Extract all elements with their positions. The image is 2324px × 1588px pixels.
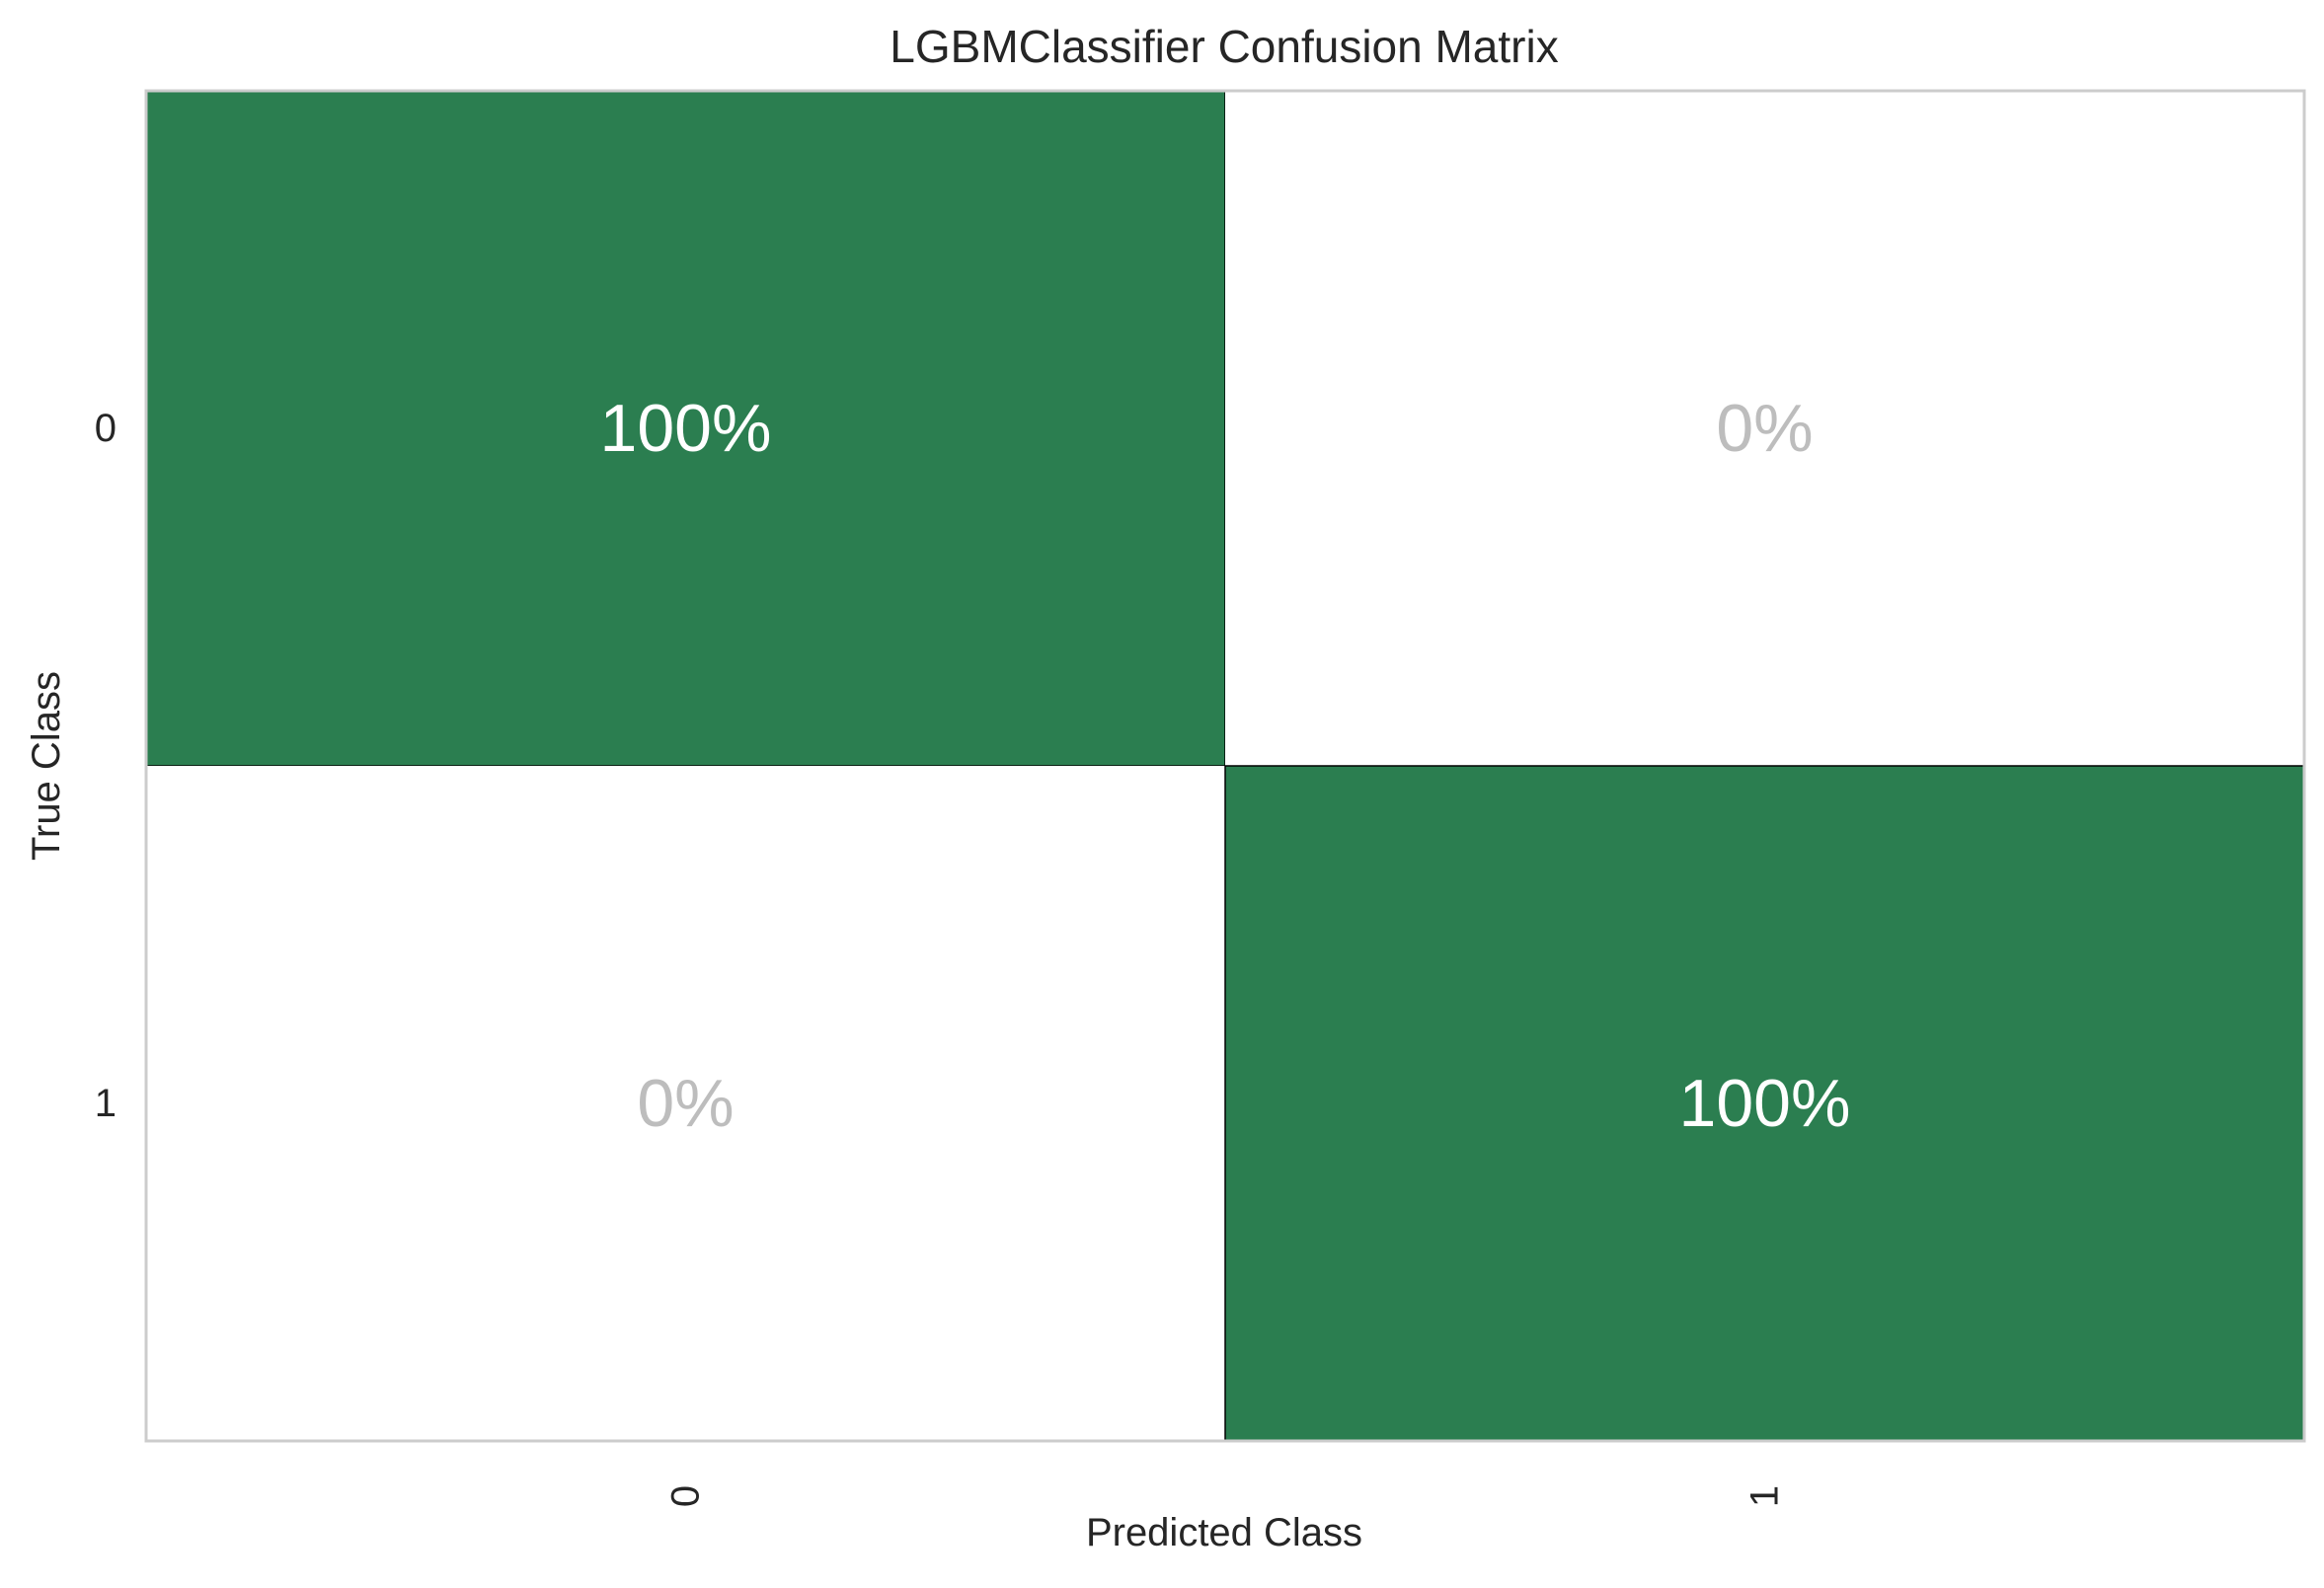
- chart-title: LGBMClassifier Confusion Matrix: [890, 21, 1558, 72]
- y-tick-labels: 01: [95, 407, 116, 1125]
- matrix-cell-1-0: [146, 766, 1225, 1441]
- cell-label-1-0: 0%: [637, 1066, 734, 1141]
- matrix-cell-0-1: [1225, 91, 2304, 766]
- cell-labels-layer: 100% 0% 0% 100%: [600, 391, 1851, 1141]
- y-tick-label-0: 0: [95, 407, 116, 450]
- matrix-cell-0-0: [145, 90, 1226, 767]
- y-tick-label-1: 1: [95, 1082, 116, 1125]
- x-tick-label-1: 1: [1743, 1485, 1787, 1507]
- x-axis-label: Predicted Class: [1086, 1511, 1362, 1554]
- y-axis-label: True Class: [25, 671, 68, 861]
- matrix-cell-1-1: [1224, 765, 2305, 1442]
- cell-label-0-1: 0%: [1716, 391, 1813, 466]
- plot-frame: [144, 89, 2306, 1443]
- cell-label-0-0: 100%: [600, 391, 772, 466]
- x-tick-label-0: 0: [664, 1485, 708, 1507]
- cells-layer: [145, 90, 2305, 1442]
- cell-label-1-1: 100%: [1679, 1066, 1851, 1141]
